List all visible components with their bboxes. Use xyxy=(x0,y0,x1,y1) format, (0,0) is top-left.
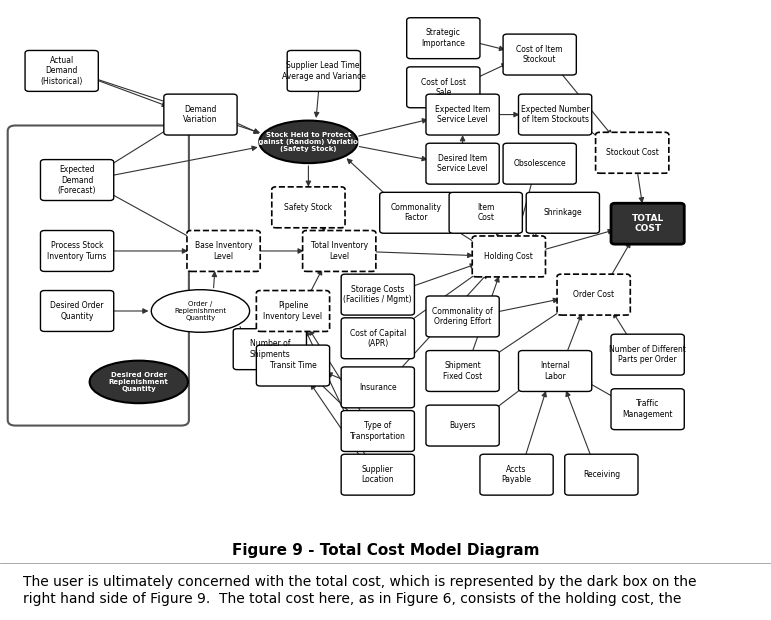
FancyBboxPatch shape xyxy=(272,187,345,228)
Text: Commonality
Factor: Commonality Factor xyxy=(391,203,442,223)
Text: Desired Order
Replenishment
Quantity: Desired Order Replenishment Quantity xyxy=(109,372,169,392)
FancyBboxPatch shape xyxy=(611,334,684,375)
Ellipse shape xyxy=(89,361,188,403)
FancyBboxPatch shape xyxy=(341,274,415,315)
FancyBboxPatch shape xyxy=(564,454,638,495)
FancyBboxPatch shape xyxy=(426,94,500,135)
FancyBboxPatch shape xyxy=(341,367,415,408)
Text: Number of Different
Parts per Order: Number of Different Parts per Order xyxy=(609,345,686,365)
Text: Total Inventory
Level: Total Inventory Level xyxy=(311,241,368,260)
Text: Type of
Transportation: Type of Transportation xyxy=(350,422,406,441)
FancyBboxPatch shape xyxy=(503,143,576,184)
FancyBboxPatch shape xyxy=(503,34,576,75)
Text: Safety Stock: Safety Stock xyxy=(284,203,332,212)
Text: Desired Item
Service Level: Desired Item Service Level xyxy=(437,154,488,174)
Text: The user is ultimately concerned with the total cost, which is represented by th: The user is ultimately concerned with th… xyxy=(23,575,697,606)
Text: Supplier
Location: Supplier Location xyxy=(362,465,394,484)
Text: Base Inventory
Level: Base Inventory Level xyxy=(195,241,252,260)
Text: Expected
Demand
(Forecast): Expected Demand (Forecast) xyxy=(58,165,96,195)
Ellipse shape xyxy=(259,120,358,163)
Text: Commonality of
Ordering Effort: Commonality of Ordering Effort xyxy=(433,307,493,326)
Text: Obsolescence: Obsolescence xyxy=(513,159,566,168)
FancyBboxPatch shape xyxy=(256,345,330,386)
FancyBboxPatch shape xyxy=(480,454,553,495)
Text: Shipment
Fixed Cost: Shipment Fixed Cost xyxy=(443,361,482,381)
Text: Cost of Lost
Sale: Cost of Lost Sale xyxy=(421,78,466,97)
Text: TOTAL
COST: TOTAL COST xyxy=(631,214,664,233)
FancyBboxPatch shape xyxy=(557,274,631,315)
Text: Order Cost: Order Cost xyxy=(573,290,614,299)
FancyBboxPatch shape xyxy=(449,192,522,233)
FancyBboxPatch shape xyxy=(287,50,360,91)
Text: Figure 9 - Total Cost Model Diagram: Figure 9 - Total Cost Model Diagram xyxy=(232,543,539,558)
Text: Demand
Variation: Demand Variation xyxy=(183,105,217,124)
Text: Strategic
Importance: Strategic Importance xyxy=(422,29,465,48)
FancyBboxPatch shape xyxy=(407,18,480,59)
FancyBboxPatch shape xyxy=(41,231,114,272)
Text: Actual
Demand
(Historical): Actual Demand (Historical) xyxy=(41,56,82,86)
FancyBboxPatch shape xyxy=(407,67,480,108)
FancyBboxPatch shape xyxy=(518,350,591,391)
Text: Desired Order
Quantity: Desired Order Quantity xyxy=(50,301,104,321)
FancyBboxPatch shape xyxy=(256,291,330,332)
FancyBboxPatch shape xyxy=(426,143,500,184)
FancyBboxPatch shape xyxy=(41,159,114,200)
Text: Expected Number
of Item Stockouts: Expected Number of Item Stockouts xyxy=(520,105,590,124)
FancyBboxPatch shape xyxy=(302,231,376,272)
Text: Supplier Lead Time:
Average and Variance: Supplier Lead Time: Average and Variance xyxy=(282,61,365,81)
FancyBboxPatch shape xyxy=(187,231,260,272)
Text: Stock Held to Protect
Against (Random) Variation
(Safety Stock): Stock Held to Protect Against (Random) V… xyxy=(254,132,363,152)
Text: Cost of Capital
(APR): Cost of Capital (APR) xyxy=(349,329,406,348)
Text: Shrinkage: Shrinkage xyxy=(544,208,582,217)
FancyBboxPatch shape xyxy=(233,329,306,370)
FancyBboxPatch shape xyxy=(595,132,668,173)
Text: Buyers: Buyers xyxy=(449,421,476,430)
Ellipse shape xyxy=(151,290,250,332)
FancyBboxPatch shape xyxy=(611,203,684,244)
Text: Order /
Replenishment
Quantity: Order / Replenishment Quantity xyxy=(174,301,227,321)
Text: Accts
Payable: Accts Payable xyxy=(502,465,531,484)
Text: Cost of Item
Stockout: Cost of Item Stockout xyxy=(517,45,563,64)
FancyBboxPatch shape xyxy=(518,94,591,135)
Text: Storage Costs
(Facilities / Mgmt): Storage Costs (Facilities / Mgmt) xyxy=(343,285,412,304)
FancyBboxPatch shape xyxy=(41,291,114,332)
FancyBboxPatch shape xyxy=(426,296,500,337)
Text: Transit Time: Transit Time xyxy=(270,361,316,370)
Text: Receiving: Receiving xyxy=(583,470,620,479)
Text: Number of
Shipments: Number of Shipments xyxy=(250,340,290,359)
Text: Traffic
Management: Traffic Management xyxy=(622,399,673,419)
Text: Insurance: Insurance xyxy=(359,383,396,392)
Text: Stockout Cost: Stockout Cost xyxy=(606,148,658,157)
Text: Expected Item
Service Level: Expected Item Service Level xyxy=(435,105,490,124)
FancyBboxPatch shape xyxy=(163,94,237,135)
FancyBboxPatch shape xyxy=(341,454,415,495)
Text: Holding Cost: Holding Cost xyxy=(484,252,534,261)
Text: Process Stock
Inventory Turns: Process Stock Inventory Turns xyxy=(47,241,107,260)
Text: Item
Cost: Item Cost xyxy=(477,203,494,223)
FancyBboxPatch shape xyxy=(426,350,500,391)
FancyBboxPatch shape xyxy=(379,192,453,233)
FancyBboxPatch shape xyxy=(341,318,415,359)
FancyBboxPatch shape xyxy=(472,236,545,277)
FancyBboxPatch shape xyxy=(526,192,600,233)
Text: Internal
Labor: Internal Labor xyxy=(540,361,570,381)
FancyBboxPatch shape xyxy=(611,389,684,430)
FancyBboxPatch shape xyxy=(25,50,98,91)
FancyBboxPatch shape xyxy=(426,405,500,446)
Text: Pipeline
Inventory Level: Pipeline Inventory Level xyxy=(264,301,322,321)
FancyBboxPatch shape xyxy=(341,410,415,451)
